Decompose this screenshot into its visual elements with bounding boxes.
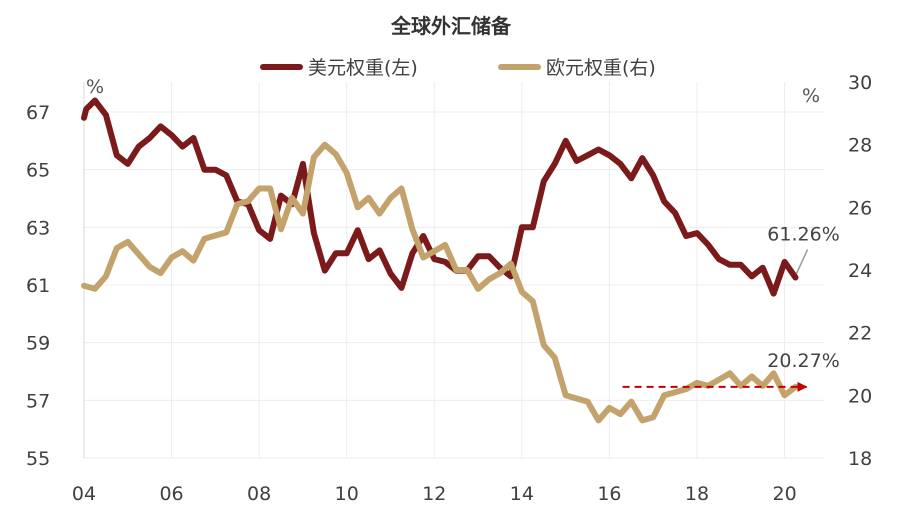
x-tick-label: 06 <box>159 483 183 505</box>
usd-series-line <box>81 97 799 297</box>
x-tick-label: 20 <box>772 483 796 505</box>
y-left-tick-label: 59 <box>26 333 50 355</box>
y-right-tick-label: 28 <box>848 135 872 157</box>
y-right-tick-label: 24 <box>848 260 872 282</box>
x-tick-label: 14 <box>510 483 534 505</box>
eur-series-line <box>81 141 799 424</box>
y-left-tick-label: 65 <box>26 160 50 182</box>
y-right-tick-label: 22 <box>848 323 872 345</box>
x-tick-label: 16 <box>597 483 621 505</box>
chart-title: 全球外汇储备 <box>390 14 512 38</box>
legend: 美元权重(左) 欧元权重(右) <box>260 57 656 79</box>
legend-label-usd: 美元权重(左) <box>308 57 418 79</box>
x-tick-label: 18 <box>685 483 709 505</box>
y-left-tick-label: 57 <box>26 390 50 412</box>
annotations: 61.26% 20.27% <box>622 224 840 392</box>
left-axis-unit: % <box>86 76 104 98</box>
x-tick-label: 12 <box>422 483 446 505</box>
usd-last-pointer <box>795 249 809 274</box>
legend-label-eur: 欧元权重(右) <box>546 57 656 79</box>
y-left-tick-label: 61 <box>26 275 50 297</box>
x-tick-label: 10 <box>335 483 359 505</box>
y-right-tick-label: 20 <box>848 385 872 407</box>
x-tick-label: 08 <box>247 483 271 505</box>
y-left-tick-label: 55 <box>26 448 50 470</box>
y-left-tick-label: 67 <box>26 102 50 124</box>
eur-last-label: 20.27% <box>767 350 839 372</box>
right-axis-unit: % <box>802 85 820 107</box>
y-right-tick-label: 26 <box>848 197 872 219</box>
x-tick-label: 04 <box>72 483 96 505</box>
y-right-tick-label: 30 <box>848 72 872 94</box>
usd-last-label: 61.26% <box>767 224 839 246</box>
series <box>81 97 799 424</box>
y-left-tick-label: 63 <box>26 217 50 239</box>
axes: 55 57 59 61 63 65 67 04 06 08 10 12 14 16 18 20 18 20 22 24… <box>26 72 872 505</box>
y-right-tick-label: 18 <box>848 448 872 470</box>
